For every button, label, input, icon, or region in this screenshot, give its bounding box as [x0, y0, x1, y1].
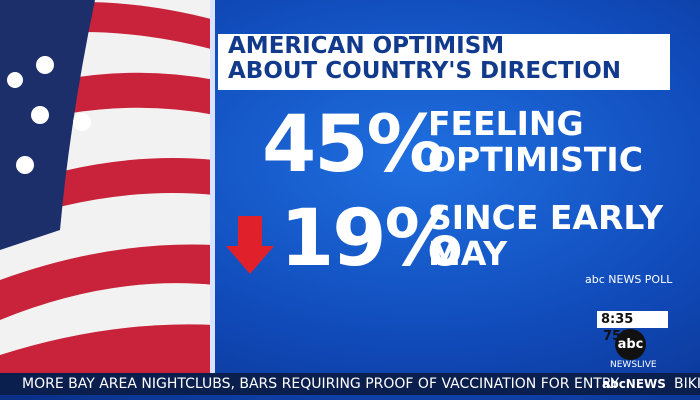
caption-line: SINCE EARLY [428, 198, 664, 237]
time: 8:35 [601, 312, 634, 327]
ticker-headline: MORE BAY AREA NIGHTCLUBS, BARS REQUIRING… [22, 376, 620, 392]
stat-caption: SINCE EARLY MAY [428, 200, 663, 272]
title-box: AMERICAN OPTIMISM ABOUT COUNTRY'S DIRECT… [218, 34, 670, 90]
flag [0, 0, 215, 373]
ticker: MORE BAY AREA NIGHTCLUBS, BARS REQUIRING… [0, 373, 700, 395]
caption-line: MAY [428, 234, 508, 273]
caption-line: FEELING [428, 104, 584, 143]
down-arrow [226, 216, 274, 274]
stat-figure: 45% [262, 100, 445, 190]
stat-figure: 19% [280, 194, 463, 284]
ticker-next: BIKI [674, 376, 700, 392]
network: NEWSLIVE [610, 360, 657, 370]
stat-caption: FEELING OPTIMISTIC [428, 106, 643, 178]
caption-line: OPTIMISTIC [428, 140, 643, 179]
title-line: ABOUT COUNTRY'S DIRECTION [228, 58, 622, 84]
abc-logo: abc [615, 329, 646, 360]
time-temp: 8:35 75° [597, 311, 668, 344]
poll-source: abc NEWS POLL [585, 273, 673, 286]
ticker-brand: abcNEWS [602, 377, 666, 391]
title-line: AMERICAN OPTIMISM [228, 33, 505, 59]
